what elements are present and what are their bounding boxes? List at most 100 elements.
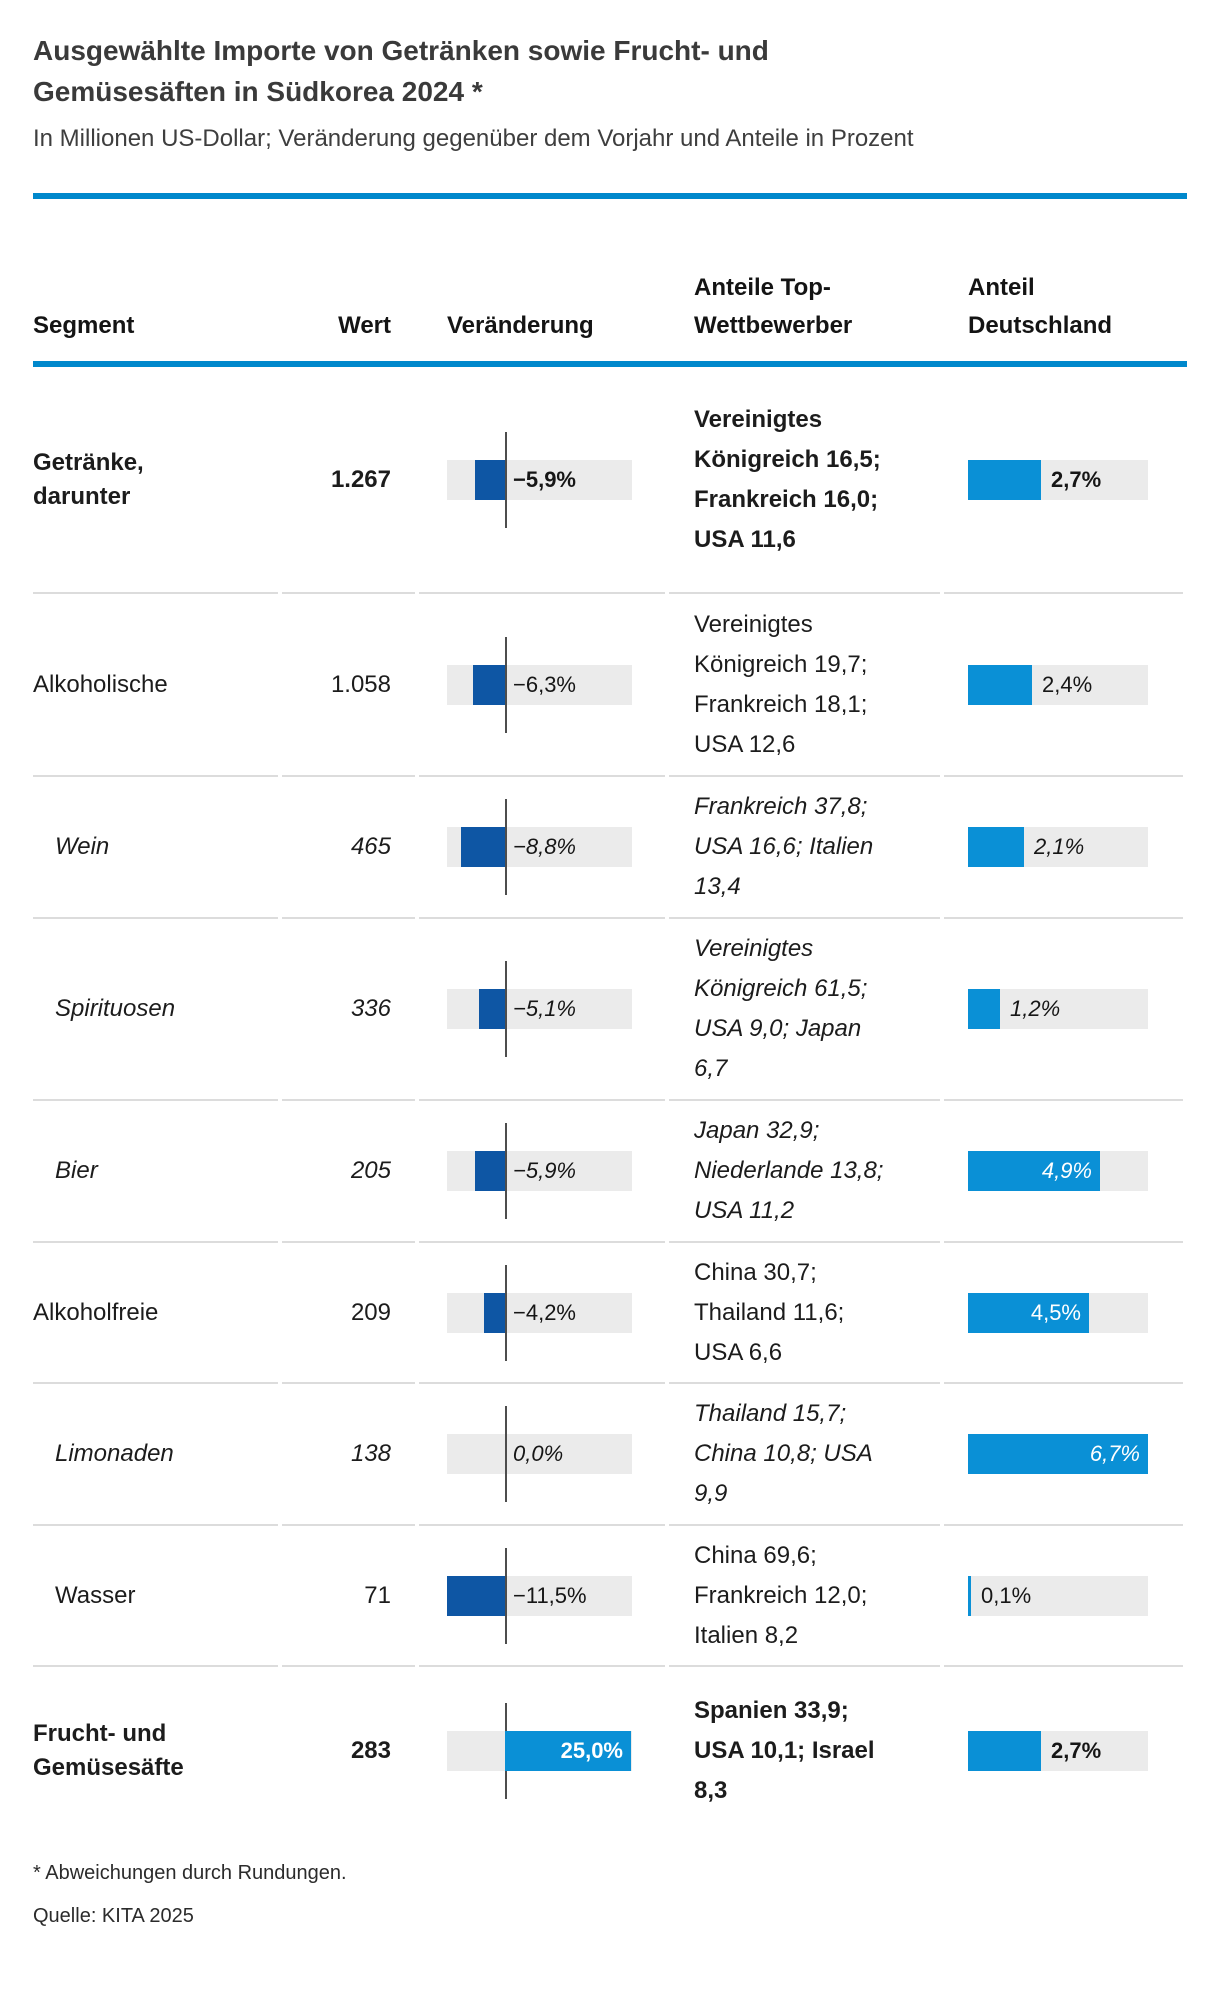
segment-label: Wein [55, 833, 110, 860]
change-bar-chart: −8,8% [447, 799, 632, 895]
de-share-value: 6,7% [1089, 1441, 1140, 1466]
de-share-cell: 4,9% [944, 1099, 1183, 1241]
de-share-bar [968, 989, 1000, 1029]
competitors-cell: China 30,7; Thailand 11,6; USA 6,6 [669, 1241, 940, 1382]
wert-value: 465 [350, 833, 391, 860]
de-share-bar-chart: 2,7% [968, 1730, 1148, 1771]
segment-label: Alkoholfreie [33, 1298, 159, 1326]
competitors-cell: Vereinigtes Königreich 19,7; Frankreich … [669, 592, 940, 775]
wert-cell: 71 [282, 1524, 415, 1665]
competitors-cell: Thailand 15,7; China 10,8; USA 9,9 [669, 1382, 940, 1524]
de-share-cell: 2,7% [944, 1665, 1183, 1834]
change-axis-line [505, 1547, 507, 1644]
wert-cell: 1.058 [282, 592, 415, 775]
change-bar-chart: −5,9% [447, 1123, 632, 1219]
de-share-bar-chart: 2,7% [968, 459, 1148, 500]
competitors-text: China 69,6; Frankreich 12,0; Italien 8,2 [694, 1541, 868, 1649]
de-share-cell: 2,4% [944, 592, 1183, 775]
de-share-value: 2,7% [1051, 466, 1102, 492]
change-bar [473, 664, 505, 705]
change-axis-line [505, 1123, 507, 1219]
change-cell: −5,9% [419, 1099, 665, 1241]
segment-cell: Bier [33, 1099, 278, 1241]
competitors-text: China 30,7; Thailand 11,6; USA 6,6 [694, 1258, 845, 1366]
change-bar [461, 827, 505, 867]
de-share-bar [968, 1151, 1100, 1191]
change-cell: −6,3% [419, 592, 665, 775]
change-axis-line [505, 961, 507, 1057]
wert-cell: 336 [282, 917, 415, 1099]
de-share-bar [968, 459, 1041, 500]
change-cell: 25,0% [419, 1665, 665, 1834]
wert-value: 1.267 [330, 465, 391, 493]
segment-cell: Alkoholische [33, 592, 278, 775]
de-share-value: 4,5% [1030, 1299, 1081, 1325]
page-title: Ausgewählte Importe von Getränken sowie … [33, 35, 769, 107]
de-share-value: 2,1% [1034, 834, 1085, 859]
de-share-track [968, 1575, 1148, 1616]
segment-label: Alkoholische [33, 670, 168, 698]
de-share-bar-chart: 2,4% [968, 664, 1148, 705]
change-bar-chart: −5,9% [447, 431, 632, 528]
top-rule [33, 193, 1187, 199]
change-cell: −5,1% [419, 917, 665, 1099]
change-axis-line [505, 1264, 507, 1361]
change-bar-chart: 25,0% [447, 1702, 632, 1799]
segment-cell: Spirituosen [33, 917, 278, 1099]
competitors-text: Vereinigtes Königreich 61,5; USA 9,0; Ja… [694, 935, 868, 1082]
change-bar [475, 1151, 505, 1191]
de-share-value: 4,9% [1041, 1158, 1092, 1183]
change-cell: −5,9% [419, 367, 665, 592]
competitors-cell: Vereinigtes Königreich 61,5; USA 9,0; Ja… [669, 917, 940, 1099]
wert-value: 283 [350, 1736, 391, 1764]
de-share-value: 2,4% [1042, 671, 1093, 697]
de-share-bar-chart: 0,1% [968, 1575, 1148, 1616]
wert-value: 138 [350, 1440, 391, 1467]
de-share-bar [968, 1730, 1041, 1771]
change-value: −5,9% [513, 1158, 576, 1183]
de-share-bar [968, 827, 1024, 867]
de-share-bar [968, 1292, 1089, 1333]
de-share-bar [968, 1434, 1148, 1474]
change-bar-chart: −4,2% [447, 1264, 632, 1361]
change-bar [447, 1575, 505, 1616]
change-bar-track [447, 1434, 632, 1474]
de-share-cell: 0,1% [944, 1524, 1183, 1665]
segment-label: Bier [55, 1157, 98, 1184]
wert-cell: 465 [282, 775, 415, 917]
table-row: Wein 465 −8,8% Frankreich 37,8; USA 16,6; I… [33, 775, 1187, 917]
table-row: Frucht- und Gemüsesäfte 283 25,0% Spanien 3… [33, 1665, 1187, 1834]
competitors-text: Japan 32,9; Niederlande 13,8; USA 11,2 [694, 1117, 884, 1224]
table-row: Wasser 71 −11,5% China 69,6; Frankreich 12,… [33, 1524, 1187, 1665]
change-cell: −4,2% [419, 1241, 665, 1382]
column-header-veraenderung: Veränderung [447, 312, 594, 339]
change-value: 25,0% [560, 1737, 623, 1763]
change-bar-track [447, 989, 632, 1029]
infographic: Ausgewählte Importe von Getränken sowie … [33, 35, 1187, 1927]
change-bar [475, 459, 505, 500]
change-cell: −11,5% [419, 1524, 665, 1665]
change-bar-chart: −5,1% [447, 961, 632, 1057]
competitors-cell: Vereinigtes Königreich 16,5; Frankreich … [669, 367, 940, 592]
de-share-value: 0,1% [981, 1582, 1032, 1608]
competitors-text: Thailand 15,7; China 10,8; USA 9,9 [694, 1400, 872, 1507]
change-axis-line [505, 799, 507, 895]
wert-cell: 209 [282, 1241, 415, 1382]
wert-value: 71 [364, 1581, 391, 1609]
change-bar-chart: −6,3% [447, 636, 632, 733]
change-bar-chart: −11,5% [447, 1547, 632, 1644]
de-share-bar [968, 664, 1032, 705]
change-axis-line [505, 1406, 507, 1502]
change-value: −4,2% [513, 1299, 576, 1325]
competitors-text: Vereinigtes Königreich 19,7; Frankreich … [694, 610, 868, 758]
segment-cell: Wein [33, 775, 278, 917]
segment-label: Wasser [55, 1581, 136, 1609]
segment-label: Limonaden [55, 1440, 174, 1467]
column-header-deutschland: Anteil Deutschland [968, 274, 1113, 339]
segment-label: Spirituosen [55, 995, 176, 1022]
de-share-cell: 4,5% [944, 1241, 1183, 1382]
wert-cell: 205 [282, 1099, 415, 1241]
table-row: Alkoholfreie 209 −4,2% China 30,7; Thailand… [33, 1241, 1187, 1382]
source-line: Quelle: KITA 2025 [33, 1905, 194, 1927]
footnote: * Abweichungen durch Rundungen. [33, 1862, 347, 1884]
